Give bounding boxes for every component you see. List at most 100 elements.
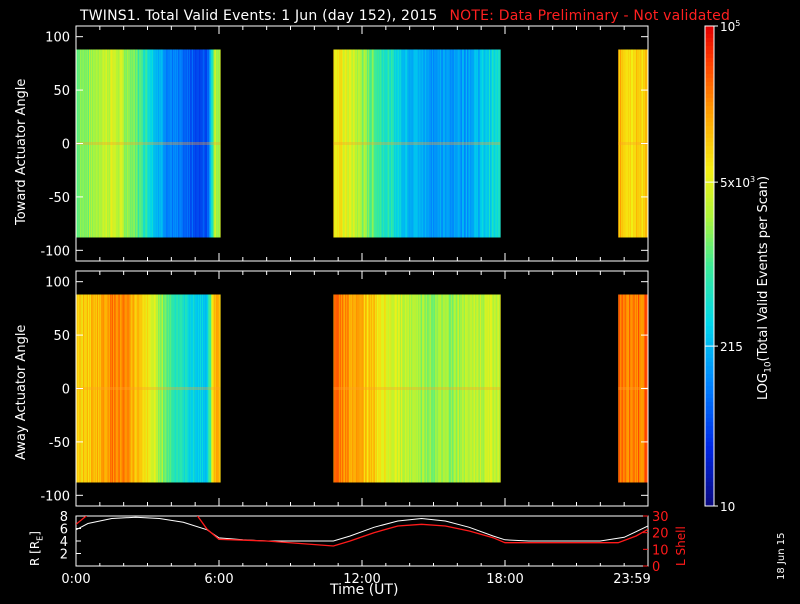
top-heatmap-column — [452, 49, 454, 238]
top-heatmap-column — [174, 49, 176, 238]
colorbar-slice — [705, 110, 714, 115]
colorbar-slice — [705, 462, 714, 467]
middle-heatmap-column — [388, 294, 390, 483]
top-heatmap-column — [370, 49, 372, 238]
colorbar-slice — [705, 186, 714, 191]
top-heatmap-column — [420, 49, 422, 238]
middle-heatmap-column — [128, 294, 130, 483]
top-heatmap-column — [348, 49, 350, 238]
middle-heatmap-column — [417, 294, 419, 483]
top-heatmap-column — [124, 49, 126, 238]
colorbar-slice — [705, 390, 714, 395]
r-label-text: R [R — [28, 540, 42, 566]
top-heatmap-column — [413, 49, 415, 238]
top-heatmap-column — [347, 49, 349, 238]
top-heatmap-column — [619, 49, 621, 238]
top-heatmap-column — [618, 49, 620, 238]
middle-heatmap-column — [387, 294, 389, 483]
top-heatmap-column — [428, 49, 430, 238]
top-heatmap-column — [148, 49, 150, 238]
top-heatmap-column — [633, 49, 635, 238]
middle-heatmap-column — [428, 294, 430, 483]
top-heatmap-column — [83, 49, 85, 238]
middle-heatmap-column — [451, 294, 453, 483]
middle-heatmap-column — [173, 294, 175, 483]
top-heatmap-column — [89, 49, 91, 238]
middle-heatmap-column — [83, 294, 85, 483]
top-heatmap-column — [622, 49, 624, 238]
top-heatmap-column — [193, 49, 195, 238]
top-heatmap-column — [457, 49, 459, 238]
colorbar-slice — [705, 466, 714, 471]
middle-heatmap-column — [98, 294, 100, 483]
top-heatmap-column — [386, 49, 388, 238]
top-heatmap-column — [335, 49, 337, 238]
top-heatmap-column — [458, 49, 460, 238]
middle-heatmap-column — [620, 294, 621, 483]
middle-heatmap-column — [440, 294, 442, 483]
middle-heatmap-column — [135, 294, 137, 483]
middle-heatmap-column — [196, 294, 198, 483]
top-heatmap-column — [92, 49, 94, 238]
middle-heatmap-column — [378, 294, 380, 483]
top-heatmap-column — [416, 49, 418, 238]
middle-heatmap-column — [176, 294, 178, 483]
top-heatmap-column — [167, 49, 169, 238]
middle-heatmap-column — [95, 294, 97, 483]
top-heatmap-column — [180, 49, 182, 238]
colorbar-slice — [705, 334, 714, 339]
middle-heatmap-column — [410, 294, 412, 483]
middle-heatmap-column — [162, 294, 164, 483]
middle-heatmap-column — [169, 294, 171, 483]
bottom-panel-ylabel-left: R [RE] — [28, 531, 44, 566]
middle-heatmap-column — [83, 294, 85, 483]
top-heatmap-column — [410, 49, 412, 238]
top-heatmap-column — [353, 49, 355, 238]
middle-heatmap-column — [336, 294, 338, 483]
top-heatmap-column — [333, 49, 335, 238]
middle-heatmap-column — [636, 294, 638, 483]
middle-heatmap-column — [86, 294, 88, 483]
top-heatmap-column — [637, 49, 639, 238]
top-heatmap-column — [204, 49, 206, 238]
top-heatmap-column — [158, 49, 160, 238]
middle-heatmap-column — [121, 294, 123, 483]
middle-heatmap-column — [199, 294, 201, 483]
middle-heatmap-column — [401, 294, 403, 483]
top-heatmap-column — [422, 49, 424, 238]
colorbar-slice — [705, 126, 714, 131]
colorbar-slice — [705, 70, 714, 75]
top-heatmap-column — [89, 49, 91, 238]
top-heatmap-column — [462, 49, 464, 238]
top-heatmap-column — [432, 49, 434, 238]
top-heatmap-column — [453, 49, 455, 238]
colorbar-slice — [705, 138, 714, 143]
top-heatmap-column — [186, 49, 188, 238]
top-heatmap-column — [183, 49, 185, 238]
middle-heatmap-column — [140, 294, 142, 483]
middle-heatmap-column — [120, 294, 122, 483]
middle-heatmap-column — [137, 294, 139, 483]
middle-heatmap-column — [141, 294, 143, 483]
colorbar-slice — [705, 478, 714, 483]
colorbar-slice — [705, 146, 714, 151]
middle-heatmap-column — [174, 294, 176, 483]
top-heatmap-column — [147, 49, 149, 238]
middle-heatmap-column — [390, 294, 392, 483]
middle-heatmap-column — [167, 294, 169, 483]
colorbar-slice — [705, 270, 714, 275]
middle-heatmap-column — [185, 294, 187, 483]
middle-heatmap-column — [90, 294, 92, 483]
top-heatmap-column — [475, 49, 477, 238]
middle-heatmap-column — [92, 294, 94, 483]
middle-heatmap-column — [130, 294, 132, 483]
middle-heatmap-column — [488, 294, 490, 483]
top-heatmap-column — [481, 49, 483, 238]
top-heatmap-column — [148, 49, 150, 238]
top-heatmap-column — [96, 49, 98, 238]
middle-heatmap-column — [97, 294, 99, 483]
top-heatmap-column — [177, 49, 179, 238]
top-heatmap-column — [171, 49, 173, 238]
top-heatmap-column — [369, 49, 371, 238]
